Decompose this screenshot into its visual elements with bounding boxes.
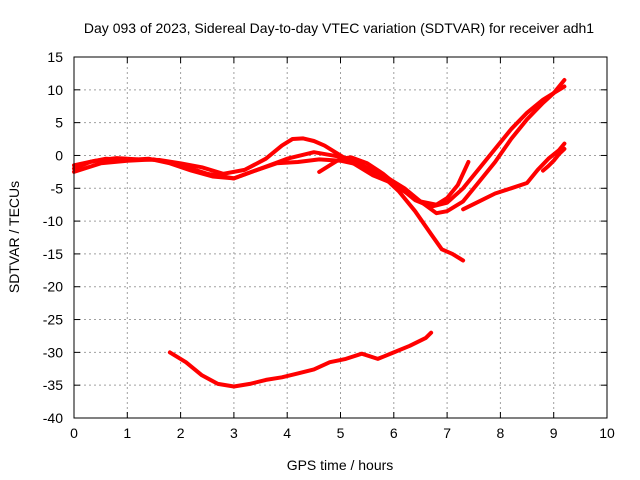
y-tick-label: -40: [43, 410, 63, 426]
x-tick-label: 4: [283, 425, 291, 441]
x-tick-label: 2: [177, 425, 185, 441]
x-tick-label: 7: [443, 425, 451, 441]
series-line-7: [167, 330, 434, 389]
ticks: 0 1 2 3 4 5 6 7 8 9 10 15 10 5 0 -5 -10 -15 -20 -25 -30 -35 -4…: [43, 49, 615, 441]
x-tick-label: 3: [230, 425, 238, 441]
y-axis-title: SDTVAR / TECUs: [6, 181, 22, 293]
series-line-3: [72, 78, 567, 216]
series-line-5: [461, 141, 567, 212]
x-axis-title: GPS time / hours: [287, 457, 394, 473]
y-tick-label: -25: [43, 312, 63, 328]
y-tick-label: -20: [43, 279, 63, 295]
x-tick-label: 9: [550, 425, 558, 441]
y-tick-label: 10: [47, 82, 63, 98]
y-tick-label: -15: [43, 246, 63, 262]
y-tick-label: -5: [51, 180, 64, 196]
series-line-4: [317, 84, 567, 209]
series-line-1: [72, 156, 466, 263]
x-tick-label: 1: [123, 425, 131, 441]
x-tick-label: 8: [497, 425, 505, 441]
chart-title: Day 093 of 2023, Sidereal Day-to-day VTE…: [84, 20, 594, 36]
x-tick-label: 6: [390, 425, 398, 441]
series-layer: [72, 78, 567, 389]
y-tick-label: -10: [43, 213, 63, 229]
y-tick-label: 5: [55, 115, 63, 131]
y-tick-label: -30: [43, 344, 63, 360]
y-tick-label: -35: [43, 377, 63, 393]
series-line-6: [541, 146, 567, 173]
x-tick-label: 5: [337, 425, 345, 441]
x-tick-label: 0: [70, 425, 78, 441]
x-tick-label: 10: [599, 425, 615, 441]
y-tick-label: 15: [47, 49, 63, 65]
y-tick-label: 0: [55, 147, 63, 163]
